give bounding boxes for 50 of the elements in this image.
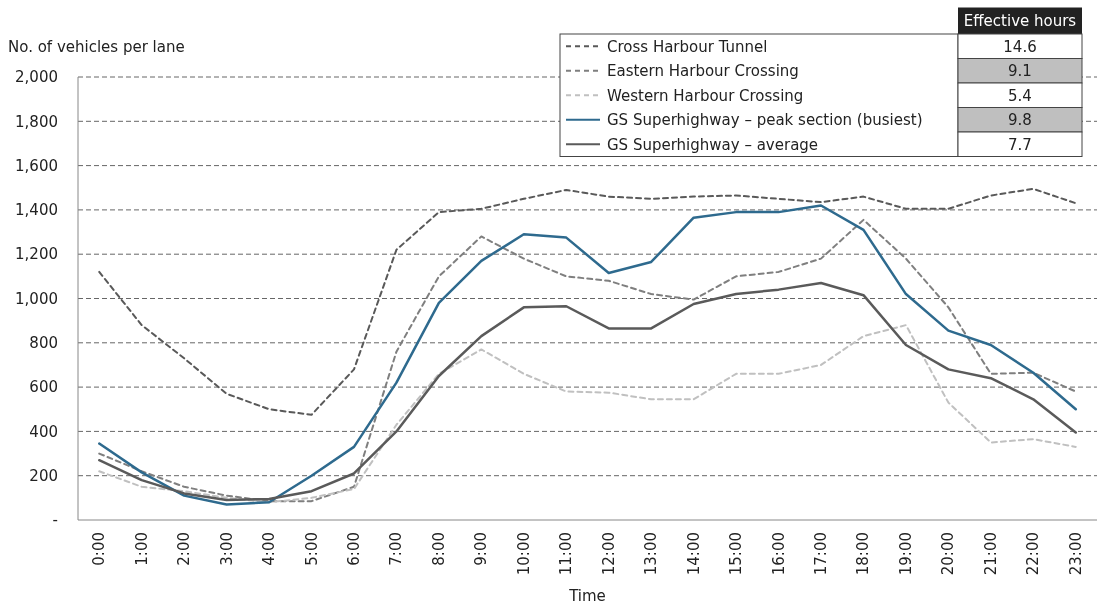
legend-label: GS Superhighway – peak section (busiest)	[607, 111, 923, 129]
x-tick-label: 22:00	[1024, 532, 1043, 576]
y-tick-label: 1,400	[15, 201, 58, 220]
x-tick-label: 11:00	[557, 532, 576, 576]
x-tick-label: 6:00	[344, 532, 363, 566]
x-axis-title: Time	[568, 587, 606, 605]
y-tick-label: 1,800	[15, 112, 58, 131]
x-tick-label: 18:00	[854, 532, 873, 576]
line-series	[98, 187, 1077, 416]
x-tick-label: 2:00	[175, 532, 194, 566]
line-series	[98, 324, 1077, 504]
x-tick-label: 21:00	[981, 532, 1000, 576]
annotation: 9.8	[1008, 111, 1032, 129]
annotation: 5.4	[1008, 86, 1032, 105]
y-tick-label: 600	[29, 378, 58, 397]
x-tick-label: 13:00	[642, 532, 661, 576]
legend-label: Eastern Harbour Crossing	[607, 62, 799, 80]
x-tick-label: 16:00	[769, 532, 788, 576]
x-tick-label: 7:00	[387, 532, 406, 566]
y-tick-label: 200	[29, 466, 58, 485]
y-tick-label: 1,000	[15, 289, 58, 308]
y-tick-label: 800	[29, 334, 58, 353]
x-tick-label: 0:00	[90, 532, 109, 566]
x-tick-label: 23:00	[1066, 532, 1085, 576]
x-tick-label: 10:00	[514, 532, 533, 576]
x-tick-label: 17:00	[812, 532, 831, 576]
x-tick-label: 14:00	[684, 532, 703, 576]
y-tick-label: 1,600	[15, 156, 58, 175]
y-axis-title: No. of vehicles per lane	[8, 38, 185, 56]
x-tick-label: 3:00	[217, 532, 236, 566]
y-tick-label: 2,000	[15, 68, 58, 87]
y-tick-label: 1,200	[15, 245, 58, 264]
annotation: 7.7	[1008, 135, 1032, 154]
legend-label: GS Superhighway – average	[607, 135, 819, 154]
x-tick-label: 12:00	[599, 532, 618, 576]
y-tick-label: -	[52, 511, 58, 530]
annotation: 9.1	[1008, 62, 1032, 80]
y-tick-label: 400	[29, 422, 58, 441]
legend-label: Western Harbour Crossing	[607, 86, 804, 105]
x-tick-label: 15:00	[727, 532, 746, 576]
x-tick-label: 1:00	[132, 532, 151, 566]
text: Effective hours	[963, 12, 1077, 30]
x-tick-label: 5:00	[302, 532, 321, 566]
x-tick-label: 9:00	[472, 532, 491, 566]
x-tick-label: 4:00	[260, 532, 279, 566]
text: 14.6	[1003, 37, 1037, 56]
x-tick-label: 20:00	[939, 532, 958, 576]
x-tick-label: 8:00	[429, 532, 448, 566]
legend-label: Cross Harbour Tunnel	[607, 37, 768, 56]
x-tick-label: 19:00	[896, 532, 915, 576]
